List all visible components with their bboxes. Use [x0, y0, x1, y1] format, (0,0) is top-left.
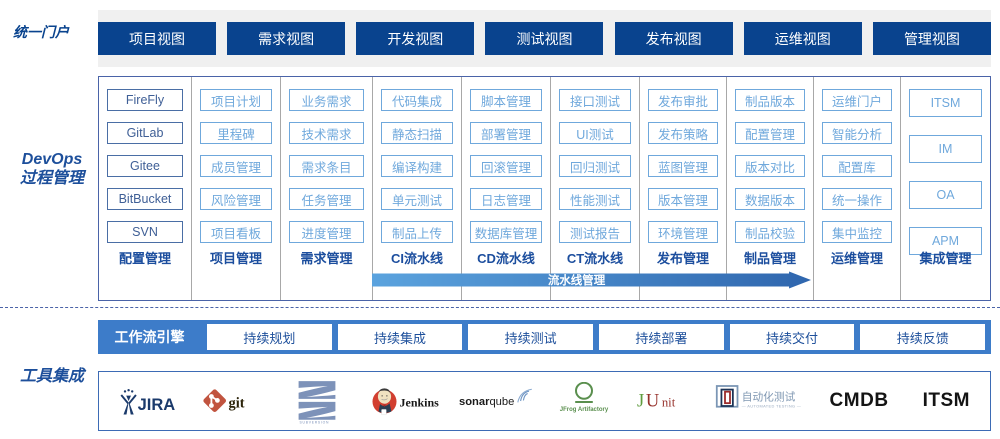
- svg-text:流水线管理: 流水线管理: [548, 273, 606, 287]
- svg-text:J: J: [637, 391, 644, 411]
- svg-text:自动化测试: 自动化测试: [742, 390, 796, 403]
- svg-text:sonarqube: sonarqube: [459, 396, 514, 408]
- svg-text:nit: nit: [662, 396, 676, 410]
- svg-text:U: U: [646, 391, 659, 411]
- svg-text:Jenkins: Jenkins: [400, 395, 440, 409]
- svg-text:git: git: [228, 396, 244, 412]
- svg-text:JIRA: JIRA: [137, 396, 175, 414]
- svg-text:SUBVERSION: SUBVERSION: [300, 420, 330, 424]
- svg-text:— AUTOMATED TESTING —: — AUTOMATED TESTING —: [742, 403, 801, 408]
- svg-text:JFrog Artifactory: JFrog Artifactory: [560, 407, 609, 413]
